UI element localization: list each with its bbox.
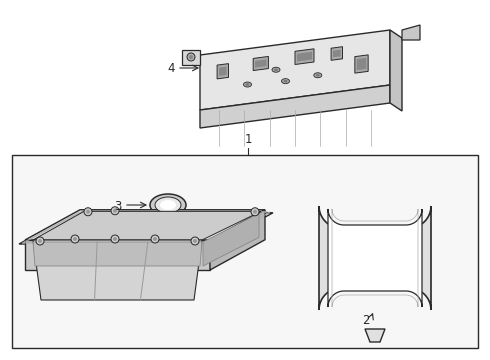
- Polygon shape: [295, 49, 314, 64]
- Text: 4: 4: [168, 62, 175, 75]
- Polygon shape: [355, 55, 368, 73]
- Polygon shape: [19, 213, 273, 244]
- Ellipse shape: [155, 197, 181, 213]
- Ellipse shape: [284, 80, 288, 82]
- Ellipse shape: [274, 68, 278, 71]
- Text: 3: 3: [115, 201, 122, 213]
- Ellipse shape: [150, 194, 186, 216]
- Circle shape: [187, 53, 195, 61]
- Polygon shape: [402, 25, 420, 40]
- Circle shape: [73, 237, 77, 241]
- Polygon shape: [357, 58, 366, 70]
- Polygon shape: [255, 59, 267, 68]
- Circle shape: [153, 237, 157, 241]
- Polygon shape: [200, 30, 390, 110]
- Polygon shape: [297, 52, 312, 62]
- Polygon shape: [33, 211, 261, 240]
- Polygon shape: [253, 57, 269, 71]
- Polygon shape: [210, 210, 265, 270]
- Circle shape: [191, 237, 199, 245]
- Circle shape: [253, 210, 257, 214]
- Circle shape: [193, 239, 197, 243]
- Ellipse shape: [272, 67, 280, 72]
- Circle shape: [251, 208, 259, 216]
- Polygon shape: [12, 155, 478, 348]
- Circle shape: [113, 237, 117, 241]
- Polygon shape: [25, 240, 210, 270]
- Polygon shape: [365, 329, 385, 342]
- Polygon shape: [203, 213, 259, 266]
- Ellipse shape: [160, 200, 176, 210]
- Polygon shape: [319, 206, 431, 310]
- Circle shape: [151, 235, 159, 243]
- Circle shape: [84, 208, 92, 216]
- Circle shape: [36, 237, 44, 245]
- Polygon shape: [331, 47, 343, 60]
- Circle shape: [71, 235, 79, 243]
- Polygon shape: [200, 85, 390, 128]
- Polygon shape: [328, 209, 422, 307]
- Circle shape: [111, 235, 119, 243]
- Circle shape: [111, 207, 119, 215]
- Polygon shape: [33, 240, 202, 300]
- Polygon shape: [33, 242, 202, 266]
- Polygon shape: [333, 50, 341, 57]
- Text: 1: 1: [244, 133, 252, 146]
- Circle shape: [189, 55, 193, 59]
- Ellipse shape: [314, 73, 322, 78]
- Polygon shape: [217, 64, 228, 79]
- Ellipse shape: [244, 82, 251, 87]
- Ellipse shape: [245, 83, 249, 86]
- Circle shape: [86, 210, 90, 214]
- Polygon shape: [182, 50, 200, 65]
- Polygon shape: [219, 67, 226, 76]
- Ellipse shape: [281, 78, 290, 84]
- Circle shape: [113, 209, 117, 213]
- Text: 2: 2: [363, 314, 370, 327]
- Circle shape: [38, 239, 42, 243]
- Polygon shape: [390, 30, 402, 111]
- Polygon shape: [25, 210, 265, 240]
- Ellipse shape: [316, 74, 320, 77]
